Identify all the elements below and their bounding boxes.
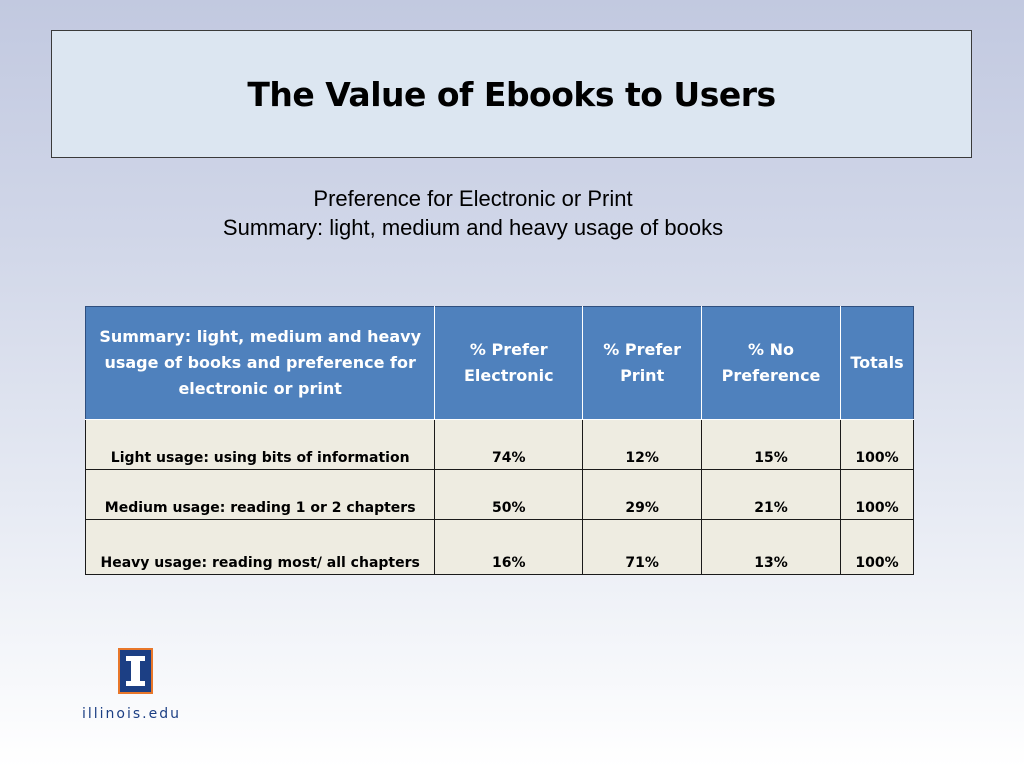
table-row: Heavy usage: reading most/ all chapters … xyxy=(84,519,914,575)
cell-total: 100% xyxy=(840,419,914,470)
cell-total: 100% xyxy=(840,469,914,520)
cell-prefer-print: 71% xyxy=(582,519,703,575)
header-prefer-print: % Prefer Print xyxy=(582,306,703,420)
header-no-preference: % No Preference xyxy=(701,306,841,420)
row-label: Heavy usage: reading most/ all chapters xyxy=(84,519,436,575)
table-row: Medium usage: reading 1 or 2 chapters 50… xyxy=(84,469,914,520)
block-i-icon xyxy=(120,650,151,692)
cell-no-preference: 15% xyxy=(701,419,841,470)
header-totals: Totals xyxy=(840,306,914,420)
logo-text: illinois.edu xyxy=(82,706,182,722)
table-row: Light usage: using bits of information 7… xyxy=(84,419,914,470)
cell-prefer-print: 29% xyxy=(582,469,703,520)
header-prefer-electronic: % Prefer Electronic xyxy=(434,306,584,420)
subtitle-line-2: Summary: light, medium and heavy usage o… xyxy=(222,215,724,240)
cell-prefer-electronic: 50% xyxy=(434,469,584,520)
cell-prefer-electronic: 16% xyxy=(434,519,584,575)
title-box: The Value of Ebooks to Users xyxy=(51,30,972,158)
cell-prefer-electronic: 74% xyxy=(434,419,584,470)
subtitle-line-1: Preference for Electronic or Print xyxy=(313,186,633,211)
cell-prefer-print: 12% xyxy=(582,419,703,470)
slide-title: The Value of Ebooks to Users xyxy=(247,74,776,114)
usage-preference-table: Summary: light, medium and heavy usage o… xyxy=(84,306,914,575)
row-label: Light usage: using bits of information xyxy=(84,419,436,470)
cell-total: 100% xyxy=(840,519,914,575)
table-header-row: Summary: light, medium and heavy usage o… xyxy=(84,306,914,420)
cell-no-preference: 21% xyxy=(701,469,841,520)
row-label: Medium usage: reading 1 or 2 chapters xyxy=(84,469,436,520)
header-summary: Summary: light, medium and heavy usage o… xyxy=(84,306,436,420)
cell-no-preference: 13% xyxy=(701,519,841,575)
illinois-block-i-logo xyxy=(118,648,153,694)
